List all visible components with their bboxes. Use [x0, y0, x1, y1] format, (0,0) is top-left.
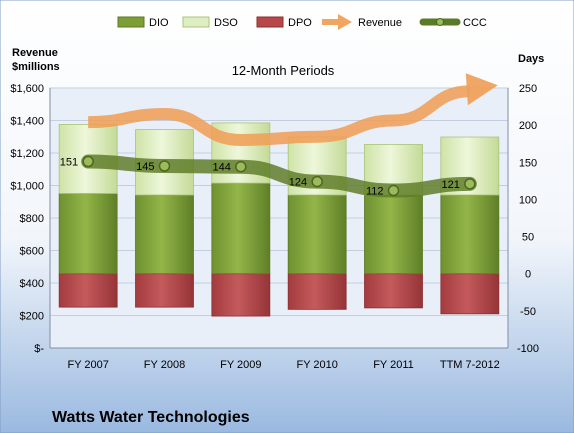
left-tick-label: $1,000 — [10, 181, 44, 193]
x-category-label: TTM 7-2012 — [440, 359, 500, 371]
dpo-bar — [364, 273, 423, 309]
dio-bar — [287, 194, 347, 275]
bars-layer — [58, 122, 500, 317]
dio-bar — [58, 193, 118, 275]
left-tick-label: $400 — [20, 278, 44, 290]
dpo-bar — [135, 273, 194, 308]
legend-swatch-dpo — [256, 16, 284, 28]
ccc-data-label: 121 — [441, 179, 459, 191]
legend-label-dpo: DPO — [288, 17, 312, 29]
x-category-label: FY 2011 — [373, 359, 414, 371]
left-tick-label: $1,200 — [10, 148, 44, 160]
chart-subtitle: 12-Month Periods — [232, 63, 335, 78]
dpo-bar — [287, 273, 347, 310]
x-category-label: FY 2010 — [296, 359, 337, 371]
legend-label-dio: DIO — [149, 17, 169, 29]
ccc-data-label: 112 — [366, 186, 384, 198]
x-category-label: FY 2007 — [67, 359, 108, 371]
left-tick-label: $200 — [20, 311, 44, 323]
right-axis-title: Days — [518, 53, 544, 65]
legend-swatch-dso — [182, 16, 210, 28]
left-axis-title-line1: Revenue — [12, 47, 58, 59]
revenue-arrowhead — [465, 73, 498, 106]
dpo-bar — [58, 273, 118, 308]
left-tick-label: $1,400 — [10, 116, 44, 128]
ccc-layer: 151 145 144 124 112 121 — [60, 154, 477, 198]
left-axis-title-line2: $millions — [12, 61, 60, 73]
legend-swatch-dio — [117, 16, 145, 28]
ccc-marker — [387, 184, 400, 197]
ccc-marker — [82, 155, 94, 168]
left-tick-label: $800 — [20, 213, 44, 225]
dpo-bar — [440, 273, 500, 315]
legend-label-ccc: CCC — [463, 17, 487, 29]
right-tick-label: -50 — [520, 306, 536, 318]
right-tick-label: 100 — [519, 194, 537, 206]
left-tick-label: $1,600 — [10, 83, 44, 95]
x-category-label: FY 2009 — [220, 359, 261, 371]
ccc-data-label: 144 — [212, 162, 230, 174]
ccc-data-label: 145 — [136, 161, 154, 173]
left-tick-label: $- — [34, 343, 44, 355]
dio-bar — [364, 194, 423, 275]
axes-layer: $- $200 $400 $600 $800 $1,000 $1,200 $1,400 $1,6… — [10, 83, 539, 371]
dio-bar — [211, 182, 271, 275]
dio-bar — [440, 194, 500, 275]
right-tick-label: -100 — [517, 343, 539, 355]
right-tick-label: 150 — [519, 157, 537, 169]
revenue-line — [88, 85, 471, 147]
ccc-marker — [311, 175, 323, 188]
legend-layer: DIO DSO DPO Revenue CCC — [117, 14, 487, 30]
legend-swatch-ccc-marker — [436, 18, 444, 26]
ccc-marker — [464, 178, 476, 190]
ccc-data-label: 151 — [60, 157, 78, 169]
legend-label-revenue: Revenue — [358, 17, 402, 29]
right-tick-label: 250 — [519, 83, 537, 95]
ccc-marker — [235, 160, 247, 173]
dpo-bar — [211, 273, 271, 317]
ccc-marker — [158, 160, 171, 172]
dio-bar — [135, 194, 194, 275]
revenue-layer — [88, 73, 498, 147]
x-category-label: FY 2008 — [144, 359, 185, 371]
right-tick-label: 0 — [525, 269, 531, 281]
ccc-data-label: 124 — [289, 177, 307, 189]
left-tick-label: $600 — [20, 246, 44, 258]
right-tick-label: 200 — [519, 120, 537, 132]
legend-swatch-revenue-head — [338, 14, 352, 30]
right-tick-label: 50 — [522, 232, 534, 244]
legend-label-dso: DSO — [214, 17, 238, 29]
company-name: Watts Water Technologies — [52, 409, 250, 426]
